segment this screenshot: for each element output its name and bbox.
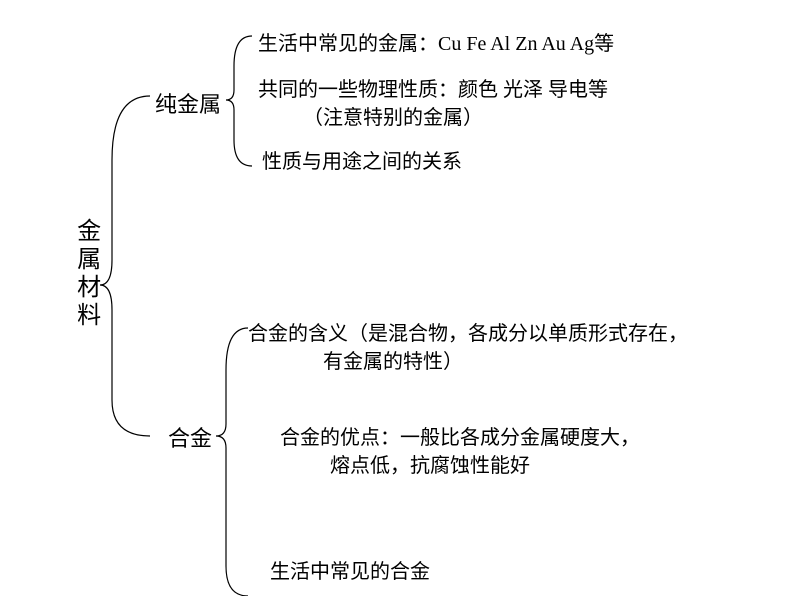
root-bracket: [100, 96, 150, 436]
pure-metal-bracket: [226, 36, 252, 166]
alloy-bracket: [216, 328, 248, 596]
bracket-svg: [0, 0, 794, 596]
